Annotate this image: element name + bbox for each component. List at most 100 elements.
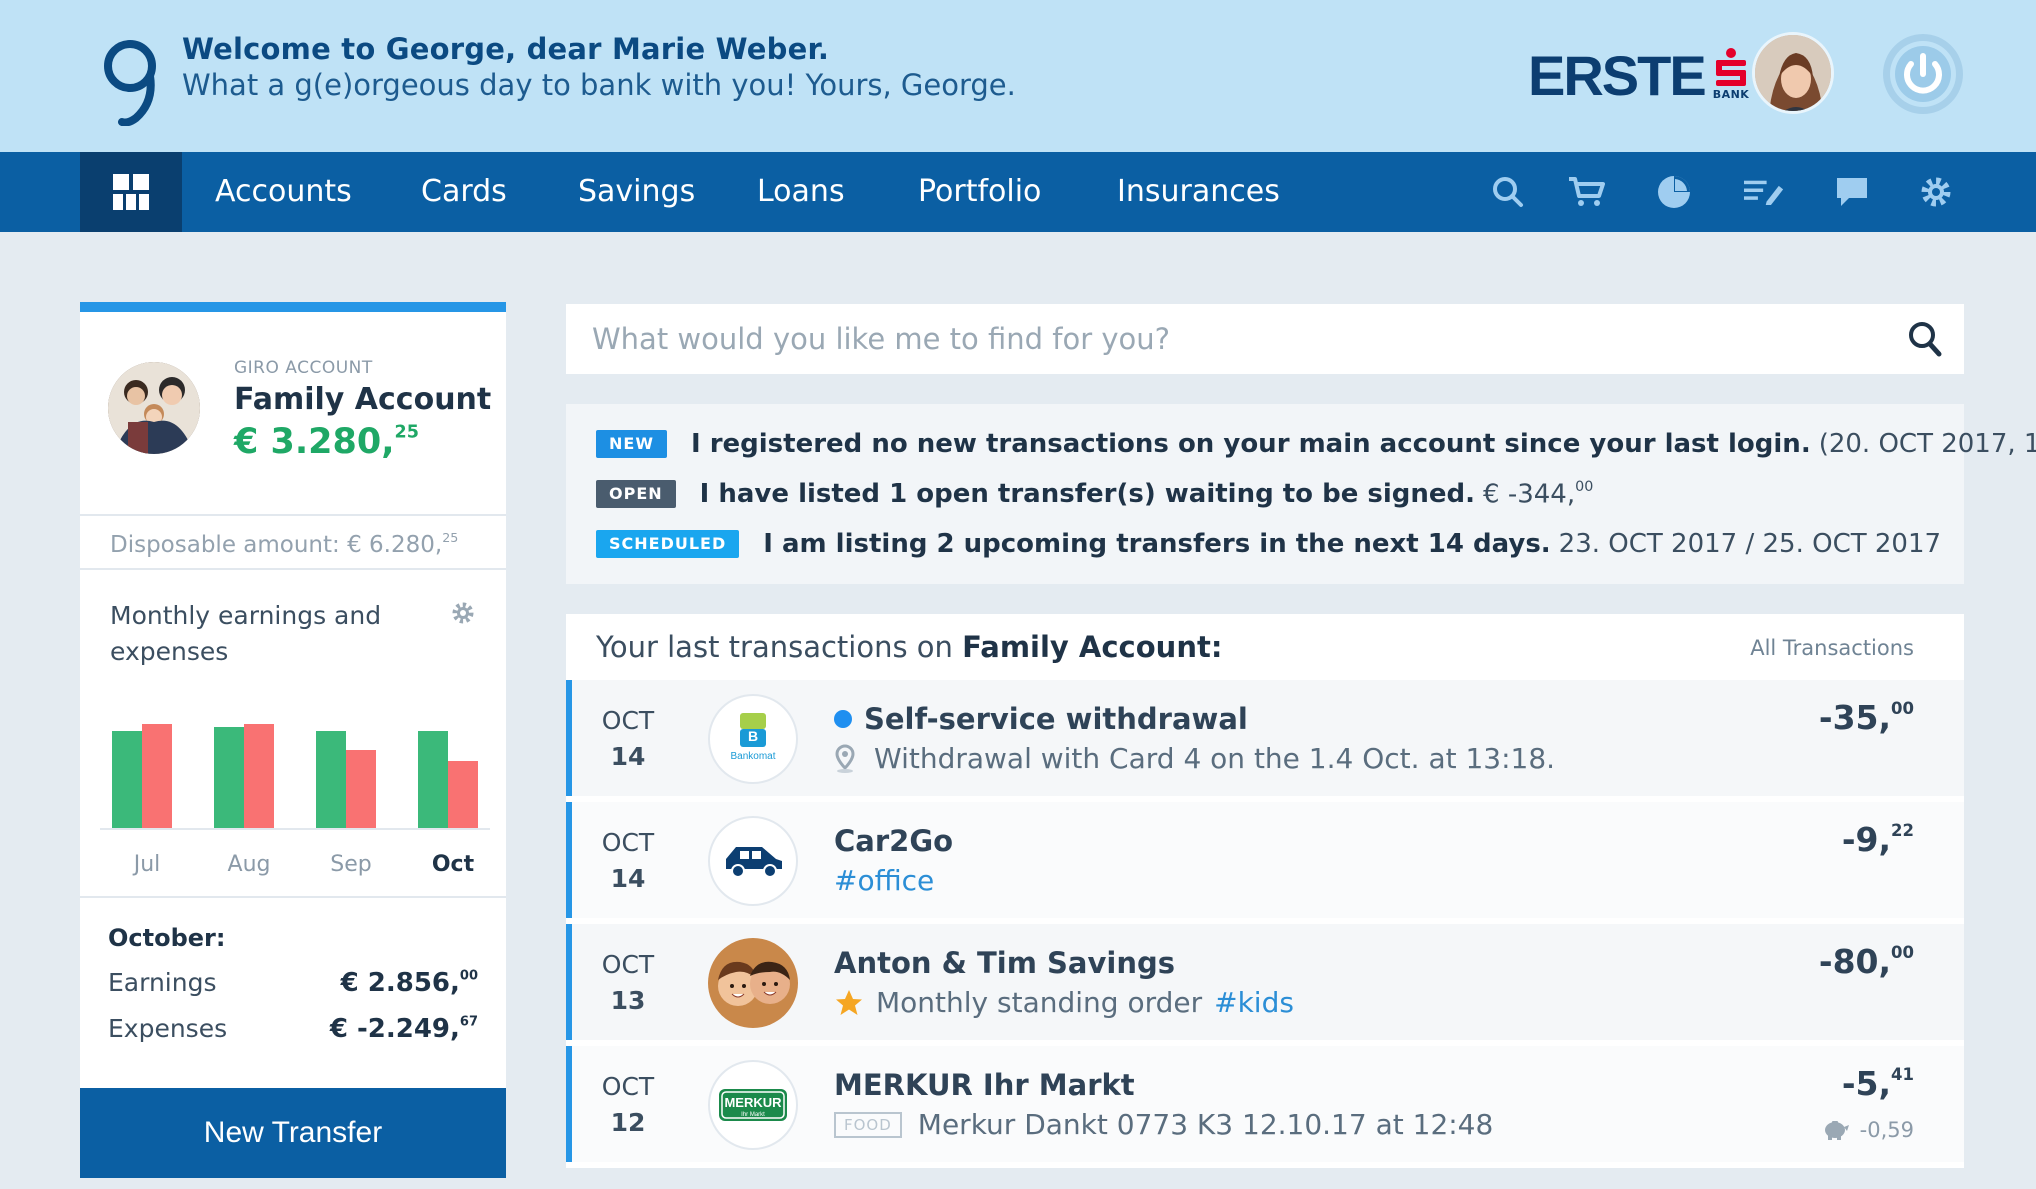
merkur-sub-text: Ihr Markt	[741, 1112, 765, 1118]
unread-dot-icon	[834, 710, 852, 728]
chart-x-label-oct: Oct	[431, 852, 475, 877]
badge-new: NEW	[596, 430, 667, 458]
divider	[80, 896, 506, 898]
transactions-panel: Your last transactions on Family Account…	[566, 614, 1964, 1168]
svg-text:B: B	[748, 728, 758, 744]
nav-accounts[interactable]: Accounts	[215, 174, 352, 209]
bar-jul-expenses	[142, 724, 172, 828]
chat-icon[interactable]	[1832, 172, 1872, 212]
transactions-heading: Your last transactions on Family Account…	[596, 630, 1222, 664]
s-logo-icon	[1716, 48, 1747, 86]
piggy-bank-icon	[1824, 1121, 1849, 1140]
tx-month: OCT	[601, 1072, 655, 1101]
monthly-bar-chart: Jul Aug Sep Oct	[100, 712, 490, 942]
amount-cents: 22	[1891, 821, 1914, 841]
nav-cards[interactable]: Cards	[421, 174, 507, 209]
divider	[80, 514, 506, 516]
kids-photo	[708, 938, 798, 1028]
new-transfer-button[interactable]: New Transfer	[80, 1088, 506, 1178]
chart-x-label-aug: Aug	[227, 852, 271, 877]
amount-main: -5,	[1841, 1064, 1892, 1103]
location-pin-icon	[835, 743, 855, 773]
bar-oct-expenses	[448, 761, 478, 828]
notice-amount: € -344,	[1483, 479, 1576, 510]
heading-account: Family Account:	[962, 630, 1223, 664]
tx-day: 12	[610, 1108, 646, 1137]
expenses-label: Expenses	[108, 1014, 228, 1043]
notice-text: I have listed 1 open transfer(s) waiting…	[699, 479, 1476, 509]
cart-icon[interactable]	[1566, 172, 1606, 212]
notice-detail: (20. OCT 2017, 12:35)	[1818, 429, 2036, 459]
tx-sub-text: Merkur Dankt 0773 K3 12.10.17 at 12:48	[917, 1108, 1494, 1141]
badge-scheduled: SCHEDULED	[596, 530, 740, 558]
amount-cents: 41	[1891, 1065, 1914, 1085]
erste-bank-logo: ERSTE BANK	[1528, 46, 1749, 106]
tx-title-text: Car2Go	[834, 824, 954, 858]
transaction-row[interactable]: OCT 14 B Bankomat Self-service withdrawa…	[566, 680, 1964, 796]
tx-amount: -5,41	[1842, 1064, 1914, 1103]
nav-savings[interactable]: Savings	[578, 174, 696, 209]
nav-portfolio[interactable]: Portfolio	[918, 174, 1042, 209]
account-balance: € 3.280,25	[234, 422, 419, 462]
gear-icon[interactable]	[1916, 172, 1956, 212]
amount-main: -35,	[1818, 698, 1892, 737]
tx-tag[interactable]: #kids	[1214, 986, 1294, 1019]
bank-logo-text: ERSTE	[1528, 44, 1707, 107]
family-avatar	[108, 362, 200, 454]
all-transactions-link[interactable]: All Transactions	[1750, 636, 1914, 660]
bar-sep-expenses	[346, 750, 376, 828]
tx-day: 14	[610, 864, 646, 893]
user-avatar[interactable]	[1752, 32, 1834, 114]
tx-title-text: MERKUR Ihr Markt	[834, 1068, 1135, 1102]
transaction-row[interactable]: OCT 14 Car2Go #office -9,22	[566, 802, 1964, 918]
bar-oct-earnings	[418, 731, 448, 828]
merkur-text: MERKUR	[724, 1095, 782, 1110]
tx-title: Self-service withdrawal	[834, 702, 1248, 736]
tx-title-text: Anton & Tim Savings	[834, 946, 1176, 980]
expenses-value: € -2.249,67	[330, 1014, 478, 1044]
amount-main: -9,	[1841, 820, 1892, 859]
search-input[interactable]	[592, 304, 1892, 374]
amount-cents: 00	[1891, 699, 1914, 719]
tx-amount: -9,22	[1842, 820, 1914, 859]
tx-subtitle: #office	[834, 864, 934, 897]
notice-scheduled[interactable]: SCHEDULED I am listing 2 upcoming transf…	[596, 529, 1941, 559]
transaction-row[interactable]: OCT 12 MERKUR Ihr Markt MERKUR Ihr Markt…	[566, 1046, 1964, 1162]
chart-settings-gear-icon[interactable]	[450, 600, 476, 626]
nav-insurances[interactable]: Insurances	[1117, 174, 1280, 209]
tx-amount: -80,00	[1819, 942, 1914, 981]
savings-value: -0,59	[1859, 1118, 1914, 1142]
disposable-label: Disposable amount: € 6.280,	[110, 532, 443, 559]
earnings-main: € 2.856,	[340, 968, 460, 998]
expenses-main: € -2.249,	[329, 1014, 460, 1044]
search-submit-icon[interactable]	[1906, 320, 1944, 358]
bankomat-logo: B Bankomat	[708, 694, 798, 784]
tx-month: OCT	[601, 706, 655, 735]
category-label[interactable]: FOOD	[834, 1111, 902, 1138]
edit-list-icon[interactable]	[1744, 172, 1784, 212]
bar-sep-earnings	[316, 731, 346, 828]
search-bar	[566, 304, 1964, 374]
logout-power-icon[interactable]	[1881, 32, 1965, 116]
tx-sub-text: Monthly standing order	[876, 986, 1203, 1019]
notice-open[interactable]: OPEN I have listed 1 open transfer(s) wa…	[596, 479, 1593, 509]
bank-logo-sub: BANK	[1712, 88, 1750, 101]
tx-title-text: Self-service withdrawal	[864, 702, 1248, 736]
disposable-amount: Disposable amount: € 6.280,25	[110, 530, 458, 558]
user-photo-icon	[1755, 35, 1831, 111]
monthly-chart-title: Monthly earnings and expenses	[110, 601, 382, 666]
notice-new[interactable]: NEW I registered no new transactions on …	[596, 429, 2036, 459]
search-icon[interactable]	[1488, 172, 1528, 212]
family-photo-icon	[108, 362, 200, 454]
account-card[interactable]: GIRO ACCOUNT Family Account € 3.280,25 D…	[80, 302, 506, 1178]
bankomat-text: Bankomat	[730, 751, 775, 762]
pie-chart-icon[interactable]	[1654, 172, 1694, 212]
nav-loans[interactable]: Loans	[757, 174, 845, 209]
notice-detail: 23. OCT 2017 / 25. OCT 2017	[1558, 529, 1942, 559]
earnings-label: Earnings	[108, 968, 217, 997]
transaction-row[interactable]: OCT 13 Anton & Tim Savings Monthly stand…	[566, 924, 1964, 1040]
earnings-cents: 00	[459, 968, 478, 984]
tx-tag[interactable]: #office	[834, 864, 935, 897]
dashboard-home-button[interactable]	[80, 152, 182, 232]
notice-detail: € -344,00	[1483, 479, 1593, 509]
